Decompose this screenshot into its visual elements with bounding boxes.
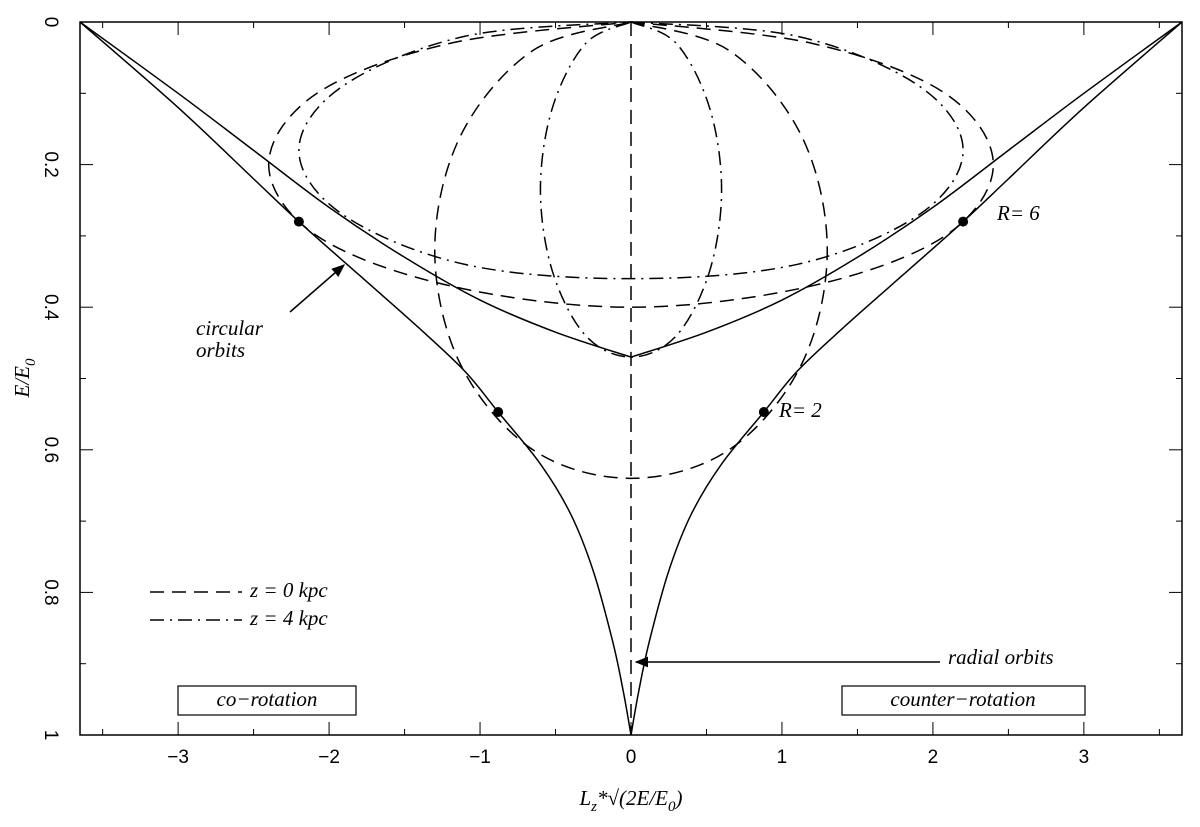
curve (434, 21, 828, 480)
annotation: radial orbits (948, 645, 1054, 669)
curve (298, 21, 964, 280)
y-tick-label: 0.8 (40, 579, 61, 605)
x-tick-label: −3 (167, 747, 189, 768)
y-tick-label: 0.4 (40, 294, 61, 321)
curve (630, 21, 1183, 358)
x-tick-label: 1 (777, 747, 788, 768)
y-tick-label: 1 (40, 730, 61, 741)
x-axis-label-part: L (578, 786, 591, 810)
annotation-box (841, 685, 1086, 716)
legend-label: z = 4 kpc (249, 606, 328, 630)
x-tick-label: −1 (469, 747, 491, 768)
curve (267, 21, 995, 308)
x-axis-label-part: z (590, 799, 597, 815)
curve (630, 21, 1183, 736)
x-tick-label: 3 (1079, 747, 1090, 768)
curve (539, 21, 723, 358)
x-axis-label: Lz*√(2E/E0) (578, 786, 682, 816)
x-tick-label: 2 (928, 747, 939, 768)
curve (79, 21, 632, 358)
annotation: R= 6 (996, 201, 1040, 225)
x-tick-label: 0 (626, 747, 637, 768)
y-axis-label-part: E/E (10, 366, 34, 399)
x-tick-label: −2 (318, 747, 340, 768)
legend-label: z = 0 kpc (249, 578, 328, 602)
x-axis-label-part: ) (675, 786, 683, 810)
annotation-arrow (289, 264, 346, 313)
annotation: counter−rotation (890, 687, 1035, 711)
y-axis-label-part: 0 (23, 358, 39, 366)
annotation: circular (196, 316, 264, 340)
y-tick-label: 0.2 (40, 151, 61, 177)
y-tick-label: 0.6 (40, 437, 61, 463)
annotation: co−rotation (217, 687, 318, 711)
x-axis-label-part: 0 (668, 799, 676, 815)
y-axis-label: E/E0 (10, 358, 40, 399)
curve (79, 21, 632, 736)
point (493, 407, 504, 418)
point (958, 216, 969, 227)
annotation: R= 2 (778, 398, 822, 422)
y-tick-label: 0 (40, 17, 61, 28)
point (758, 407, 769, 418)
annotation: orbits (196, 338, 245, 362)
annotation-box (177, 685, 357, 716)
x-axis-label-part: *√(2E/E (597, 786, 668, 810)
point (293, 216, 304, 227)
